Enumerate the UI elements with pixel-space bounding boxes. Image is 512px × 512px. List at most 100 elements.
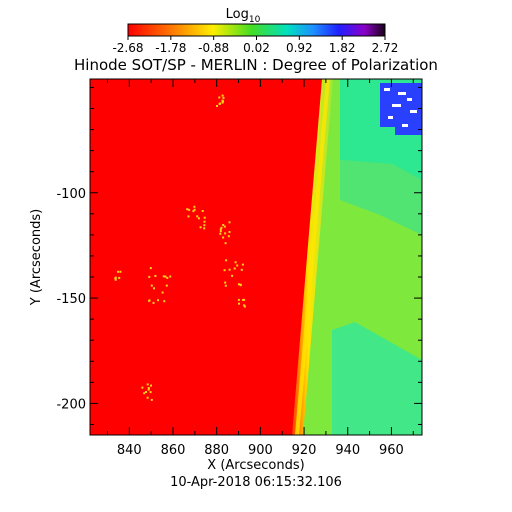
plage-speck xyxy=(222,96,225,99)
plage-speck xyxy=(243,298,246,301)
plage-speck xyxy=(219,230,222,233)
plage-speck xyxy=(238,302,240,305)
plage-speck xyxy=(162,275,165,278)
plage-speck xyxy=(231,274,234,277)
plage-speck xyxy=(169,275,172,278)
x-tick-label: 900 xyxy=(248,443,273,458)
plage-speck xyxy=(203,224,206,227)
plage-speck xyxy=(227,235,230,238)
x-tick-label: 880 xyxy=(204,443,229,458)
plage-speck xyxy=(219,232,222,235)
plage-specks xyxy=(114,94,246,401)
plage-speck xyxy=(152,301,155,304)
plage-speck xyxy=(219,228,222,231)
y-tick-label: -200 xyxy=(56,397,86,412)
plage-speck xyxy=(197,217,200,220)
plage-speck xyxy=(219,102,221,105)
plage-speck xyxy=(221,101,224,104)
plage-speck xyxy=(222,224,225,226)
plage-speck xyxy=(146,396,149,399)
plage-speck xyxy=(221,99,224,102)
plage-speck xyxy=(237,283,240,286)
colorbar-tick-label: -0.88 xyxy=(198,41,229,55)
plage-speck xyxy=(141,386,144,389)
y-tick-label: -100 xyxy=(56,187,86,202)
plage-speck xyxy=(146,383,149,386)
plage-speck xyxy=(165,284,168,287)
plage-speck xyxy=(237,298,240,301)
plage-speck xyxy=(114,276,117,279)
off-limb-lower-region xyxy=(332,322,422,435)
plage-speck xyxy=(193,205,196,208)
plage-speck xyxy=(149,391,152,394)
x-tick-label: 960 xyxy=(379,443,404,458)
colorbar xyxy=(127,23,386,37)
plage-speck xyxy=(224,232,227,235)
x-axis: 840 860 880 900 920 940 960 xyxy=(106,79,414,458)
colorbar-tick-label: 2.72 xyxy=(372,41,399,55)
plage-speck xyxy=(243,305,246,308)
plage-speck xyxy=(223,225,226,228)
plage-speck xyxy=(224,284,227,287)
plage-speck xyxy=(163,300,166,303)
colorbar-label: Log10 xyxy=(226,7,261,25)
plage-speck xyxy=(119,270,122,273)
plage-speck xyxy=(234,261,237,264)
plage-speck xyxy=(164,275,167,278)
off-limb-far-region-2 xyxy=(340,160,422,235)
x-tick-label: 860 xyxy=(161,443,186,458)
plage-speck xyxy=(148,299,151,302)
plage-speck xyxy=(228,268,231,271)
plage-speck xyxy=(224,281,227,284)
plage-speck xyxy=(186,208,189,211)
plage-speck xyxy=(157,299,159,302)
plage-speck xyxy=(201,210,204,212)
y-axis: -100 -150 -200 xyxy=(56,86,422,425)
plage-speck xyxy=(166,276,169,279)
plage-speck xyxy=(147,387,150,389)
colorbar-tick-label: 1.82 xyxy=(329,41,356,55)
colorbar-tick-label: -1.78 xyxy=(155,41,186,55)
plage-speck xyxy=(203,220,206,223)
plage-speck xyxy=(221,94,224,97)
plage-speck xyxy=(149,267,152,270)
plage-speck xyxy=(154,275,157,277)
plage-speck xyxy=(220,226,223,229)
x-tick-label: 840 xyxy=(117,443,142,458)
plage-speck xyxy=(150,398,153,401)
plage-speck xyxy=(224,242,227,245)
plage-speck xyxy=(240,268,243,271)
x-axis-label: X (Arcseconds) xyxy=(207,458,304,473)
plage-speck xyxy=(203,216,206,219)
plage-speck xyxy=(223,269,226,272)
plage-speck xyxy=(150,284,153,287)
plage-speck xyxy=(150,384,152,387)
plage-speck xyxy=(117,270,119,273)
plage-speck xyxy=(114,278,117,281)
noise-patch xyxy=(380,83,422,135)
plage-speck xyxy=(192,210,195,213)
plage-speck xyxy=(203,227,206,230)
colorbar-ticks: -2.68 -1.78 -0.88 0.02 0.92 1.82 2.72 xyxy=(112,36,398,55)
y-tick-label: -150 xyxy=(56,292,86,307)
plage-speck xyxy=(222,236,225,239)
x-tick-label: 920 xyxy=(292,443,317,458)
plage-speck xyxy=(147,388,150,391)
plage-speck xyxy=(153,287,155,290)
plage-speck xyxy=(228,231,231,233)
x-tick-label: 940 xyxy=(335,443,360,458)
colorbar-tick-label: -2.68 xyxy=(112,41,143,55)
plage-speck xyxy=(199,226,202,229)
plage-speck xyxy=(145,391,147,393)
plage-speck xyxy=(216,105,218,107)
plage-speck xyxy=(218,96,221,99)
plage-speck xyxy=(225,259,228,262)
plage-speck xyxy=(228,221,231,224)
plage-speck xyxy=(233,267,236,270)
plage-speck xyxy=(236,264,239,267)
y-axis-label: Y (Arcseconds) xyxy=(29,209,44,306)
plot-frame xyxy=(89,78,423,436)
plage-speck xyxy=(241,263,244,266)
plage-speck xyxy=(243,304,246,307)
plage-speck xyxy=(118,276,121,279)
